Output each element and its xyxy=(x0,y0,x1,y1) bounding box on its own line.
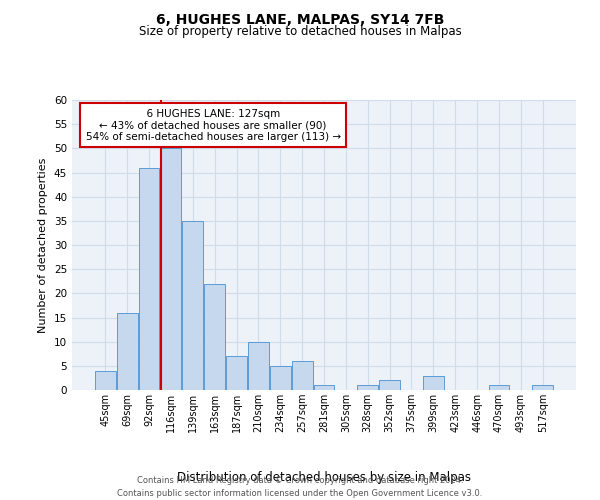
Bar xyxy=(226,356,247,390)
Bar xyxy=(161,148,181,390)
Bar xyxy=(292,361,313,390)
Bar xyxy=(270,366,290,390)
Bar xyxy=(532,385,553,390)
Bar xyxy=(488,385,509,390)
Text: Size of property relative to detached houses in Malpas: Size of property relative to detached ho… xyxy=(139,25,461,38)
Bar xyxy=(117,312,137,390)
Text: Contains HM Land Registry data © Crown copyright and database right 2024.
Contai: Contains HM Land Registry data © Crown c… xyxy=(118,476,482,498)
Bar xyxy=(423,376,444,390)
Text: 6, HUGHES LANE, MALPAS, SY14 7FB: 6, HUGHES LANE, MALPAS, SY14 7FB xyxy=(156,12,444,26)
Text: 6 HUGHES LANE: 127sqm  
← 43% of detached houses are smaller (90)
54% of semi-de: 6 HUGHES LANE: 127sqm ← 43% of detached … xyxy=(86,108,341,142)
Y-axis label: Number of detached properties: Number of detached properties xyxy=(38,158,49,332)
Bar xyxy=(379,380,400,390)
Bar xyxy=(204,284,225,390)
Bar xyxy=(182,221,203,390)
Bar xyxy=(248,342,269,390)
Bar xyxy=(314,385,334,390)
Bar xyxy=(95,370,116,390)
X-axis label: Distribution of detached houses by size in Malpas: Distribution of detached houses by size … xyxy=(177,471,471,484)
Bar xyxy=(358,385,378,390)
Bar xyxy=(139,168,160,390)
